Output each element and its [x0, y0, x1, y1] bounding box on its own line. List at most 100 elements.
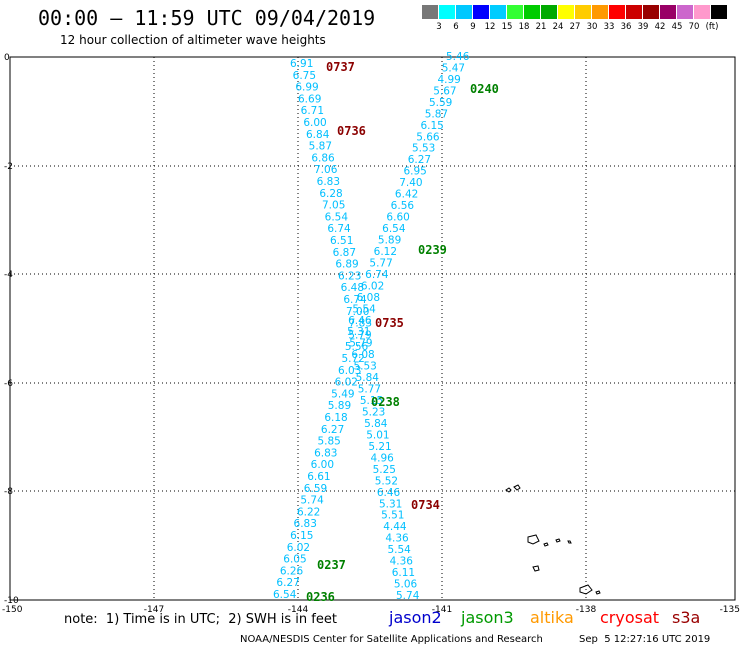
wave-height-value: 5.06 — [394, 579, 418, 591]
wave-height-value: 6.05 — [283, 554, 306, 566]
scale-label: 39 — [637, 22, 649, 32]
wave-height-value: 6.95 — [403, 166, 426, 178]
note-text: note: 1) Time is in UTC; 2) SWH is in fe… — [64, 612, 337, 627]
axis-tick-labels: -150 -147 -144 -141 -138 -135 0 -2 -4 -6 -8 -10 — [2, 53, 740, 615]
wave-height-value: 6.51 — [330, 235, 353, 247]
scale-swatch — [609, 5, 625, 19]
longitude-tick-label: -147 — [144, 605, 164, 615]
pass-time-label: 0237 — [317, 558, 346, 572]
wave-height-value: 5.54 — [352, 303, 376, 315]
wave-height-value: 6.08 — [357, 292, 380, 304]
scale-label: 24 — [552, 22, 564, 32]
wave-height-value: 6.54 — [325, 211, 349, 223]
wave-height-value: 6.91 — [290, 58, 313, 70]
wave-height-value: 5.66 — [416, 131, 440, 143]
scale-label: 15 — [501, 22, 513, 32]
scale-swatch — [694, 5, 710, 19]
pass-time-label: 0736 — [337, 124, 366, 138]
pass-time-label: 0737 — [326, 60, 355, 74]
wave-height-value: 5.79 — [349, 338, 372, 350]
wave-height-value: 5.15 — [360, 395, 383, 407]
wave-height-value: 5.31 — [347, 326, 370, 338]
scale-label: 30 — [586, 22, 598, 32]
scale-label: 12 — [484, 22, 496, 32]
scale-swatch — [677, 5, 693, 19]
wave-height-value: 5.01 — [366, 429, 389, 441]
satellite-label: jason3 — [461, 608, 514, 627]
island-outline — [527, 534, 540, 545]
wave-height-value: 5.77 — [358, 384, 381, 396]
footer-timestamp: Sep 5 12:27:16 UTC 2019 — [579, 634, 711, 645]
scale-swatch — [541, 5, 557, 19]
scale-label: 36 — [620, 22, 632, 32]
wave-height-value: 5.53 — [412, 143, 435, 155]
scale-unit: (ft) — [705, 22, 719, 32]
scale-label: 33 — [603, 22, 615, 32]
wave-height-value: 7.05 — [322, 200, 345, 212]
scale-swatch — [473, 5, 489, 19]
wave-height-value: 5.84 — [356, 372, 380, 384]
wave-height-value: 6.56 — [391, 200, 415, 212]
wave-height-value: 5.74 — [300, 495, 324, 507]
satellite-label: jason2 — [389, 608, 442, 627]
wave-height-value: 5.56 — [345, 341, 369, 353]
scale-swatch — [660, 5, 676, 19]
scale-swatch — [490, 5, 506, 19]
scale-label: 42 — [654, 22, 666, 32]
wave-height-value: 6.61 — [307, 471, 330, 483]
wave-height-value: 4.36 — [390, 556, 414, 568]
wave-height-value: 6.48 — [341, 282, 364, 294]
longitude-tick-label: -141 — [432, 605, 452, 615]
longitude-tick-label: -138 — [576, 605, 597, 615]
satellite-label: altika — [530, 608, 574, 627]
scale-swatch — [711, 5, 727, 19]
wave-height-value: 7.00 — [346, 306, 369, 318]
wave-height-value: 6.00 — [303, 117, 326, 129]
wave-height-value: 5.21 — [368, 441, 391, 453]
island-outline — [555, 538, 561, 543]
track-a-wave-heights: 6.916.756.996.696.716.006.845.876.867.06… — [273, 58, 372, 601]
longitude-tick-label: -150 — [2, 605, 23, 615]
wave-height-value: 6.74 — [365, 269, 389, 281]
pass-time-label: 0236 — [306, 590, 335, 604]
wave-height-value: 6.75 — [293, 70, 316, 82]
pass-time-label: 0239 — [418, 243, 447, 257]
wave-height-value: 5.59 — [429, 97, 452, 109]
scale-swatch — [524, 5, 540, 19]
wave-height-value: 5.89 — [378, 234, 401, 246]
wave-height-value: 6.22 — [297, 506, 320, 518]
latitude-tick-label: -10 — [4, 596, 19, 606]
islands — [505, 484, 601, 595]
wave-height-value: 6.42 — [395, 189, 418, 201]
pass-time-labels: 0737 0736 0735 0734 0240 0239 0238 0237 0236 — [306, 60, 499, 604]
track-b-wave-heights: 5.465.474.995.675.595.876.155.665.536.27… — [347, 51, 470, 602]
wave-height-value: 4.96 — [370, 452, 394, 464]
wave-height-value: 6.83 — [294, 518, 317, 530]
wave-height-value: 6.86 — [311, 152, 335, 164]
map-title: 00:00 – 11:59 UTC 09/04/2019 — [38, 6, 376, 30]
island-outline — [505, 487, 512, 493]
wave-height-value: 6.54 — [273, 589, 297, 601]
scale-label: 27 — [569, 22, 581, 32]
scale-label: 6 — [453, 22, 459, 32]
scale-label: 3 — [436, 22, 442, 32]
scale-swatch — [439, 5, 455, 19]
scale-swatch — [575, 5, 591, 19]
wave-height-value: 6.60 — [386, 212, 409, 224]
latitude-tick-label: -2 — [4, 162, 13, 172]
satellite-label: cryosat — [600, 608, 660, 627]
island-outline — [513, 484, 521, 491]
wave-height-value: 4.44 — [383, 521, 407, 533]
wave-height-value: 6.00 — [311, 459, 334, 471]
scale-swatch — [422, 5, 438, 19]
map-gridlines — [10, 56, 735, 600]
scale-label: 9 — [470, 22, 476, 32]
wave-height-value: 6.46 — [377, 487, 401, 499]
wave-height-value: 6.11 — [392, 567, 415, 579]
wave-height-value: 6.03 — [338, 365, 361, 377]
scale-label: 21 — [535, 22, 547, 32]
wave-height-value: 5.79 — [348, 329, 371, 341]
satellite-label: s3a — [672, 608, 701, 627]
wave-height-value: 4.36 — [385, 533, 409, 545]
